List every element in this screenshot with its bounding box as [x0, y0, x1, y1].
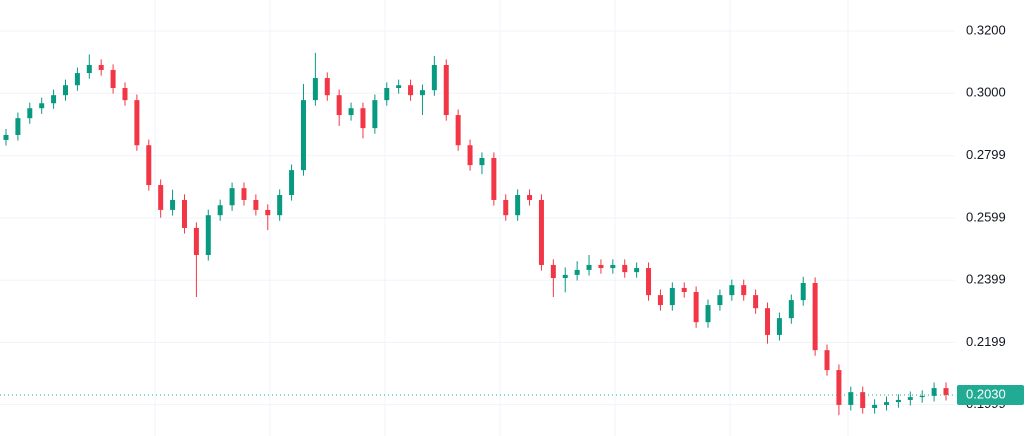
y-tick-label: 0.2399 [966, 272, 1006, 287]
candle-body [408, 85, 414, 96]
candle-body [931, 388, 937, 396]
candle-body [15, 118, 21, 135]
candle-body [812, 282, 818, 351]
candle-body [217, 205, 223, 216]
candle-body [62, 85, 68, 96]
candle-body [300, 100, 306, 171]
candle-body [277, 194, 283, 216]
candle-body [479, 157, 485, 166]
candle-body [170, 199, 176, 210]
candle-body [27, 108, 33, 119]
candle-body [265, 209, 271, 216]
candle-body [3, 134, 9, 140]
candle-body [907, 397, 913, 400]
candle-body [705, 305, 711, 323]
candle-body [574, 269, 580, 275]
y-tick-label: 0.3000 [966, 85, 1006, 100]
candle-body [884, 402, 890, 405]
candle-body [253, 199, 259, 210]
candle-body [396, 85, 402, 89]
candle-body [181, 199, 187, 228]
y-tick-label: 0.2799 [966, 147, 1006, 162]
candle-body [455, 115, 461, 146]
candle-body [503, 199, 509, 216]
candle-body [634, 268, 640, 273]
candle-body [39, 103, 45, 109]
candle-body [741, 285, 747, 296]
candle-body [562, 274, 568, 279]
candle-body [800, 282, 806, 301]
candle-body [348, 108, 354, 116]
candle-body [765, 308, 771, 335]
candle-body [943, 388, 949, 395]
candle-body [848, 392, 854, 405]
candle-body [193, 227, 199, 256]
candle-body [229, 188, 235, 206]
candle-body [776, 318, 782, 335]
candle-body [657, 295, 663, 306]
candle-body [467, 145, 473, 166]
candle-body [550, 264, 556, 279]
y-tick-label: 0.3200 [966, 23, 1006, 38]
candle-body [729, 285, 735, 296]
candle-body [753, 295, 759, 309]
candle-body [824, 350, 830, 371]
last-price-label: 0.2030 [966, 386, 1006, 401]
candle-body [324, 78, 330, 96]
candle-body [122, 88, 128, 101]
candle-body [419, 90, 425, 96]
candle-body [205, 215, 211, 256]
candle-body [622, 264, 628, 273]
candle-body [669, 287, 675, 306]
candle-body [515, 194, 521, 216]
candle-body [360, 108, 366, 129]
candle-body [610, 264, 616, 269]
y-tick-label: 0.2599 [966, 209, 1006, 224]
candle-body [919, 395, 925, 398]
candle-body [98, 64, 104, 70]
candle-body [527, 194, 533, 200]
candle-body [384, 88, 390, 101]
candle-body [312, 78, 318, 101]
candle-body [134, 100, 140, 146]
candle-body [788, 300, 794, 319]
candle-body [289, 170, 295, 195]
candle-body [598, 264, 604, 269]
candle-body [241, 188, 247, 200]
candle-body [538, 199, 544, 265]
candle-body [158, 185, 164, 210]
candle-body [693, 292, 699, 323]
candle-body [646, 268, 652, 296]
candle-body [895, 399, 901, 403]
candle-body [717, 295, 723, 306]
candle-body [681, 287, 687, 293]
candle-body [372, 100, 378, 129]
last-price-badge [957, 384, 1024, 405]
candle-body [431, 64, 437, 91]
candle-body [491, 157, 497, 200]
candle-body [836, 370, 842, 405]
candle-body [586, 264, 592, 270]
candle-body [51, 95, 57, 104]
y-tick-label: 0.2199 [966, 334, 1006, 349]
candle-body [110, 69, 116, 89]
candle-body [336, 95, 342, 116]
candle-body [146, 145, 152, 186]
candle-body [860, 392, 866, 409]
candle-body [443, 64, 449, 116]
candle-body [74, 73, 80, 86]
candle-body [872, 404, 878, 409]
candle-body [86, 64, 92, 74]
